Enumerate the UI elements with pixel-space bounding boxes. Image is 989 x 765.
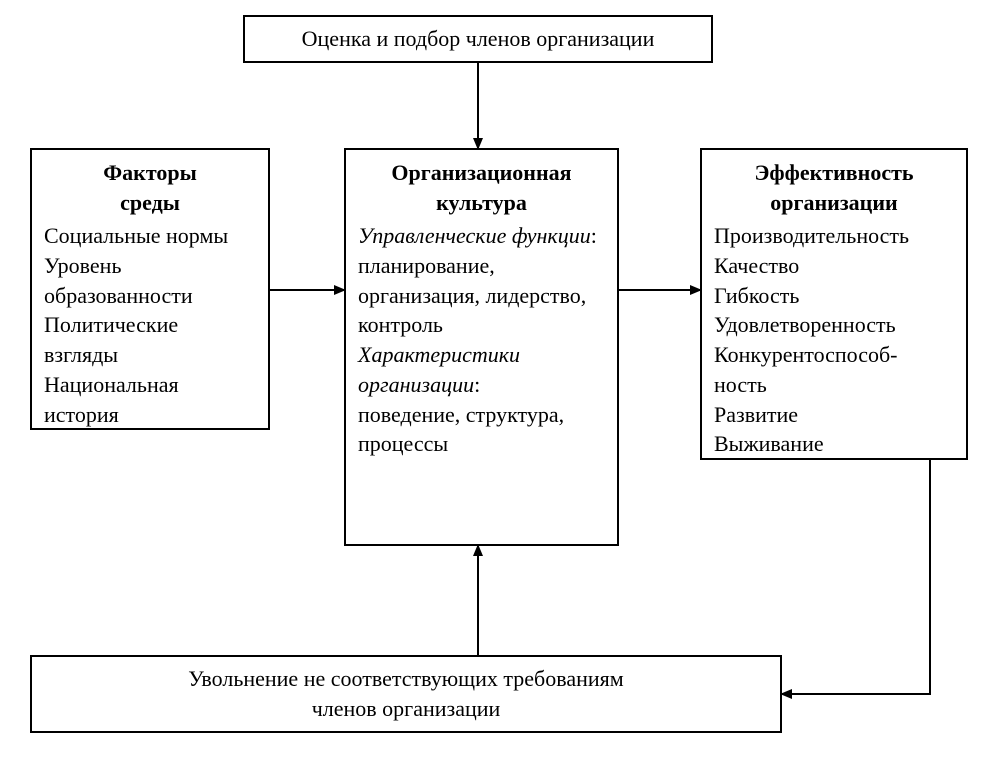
flowchart-diagram: Оценка и подбор членов организации Факто… bbox=[0, 0, 989, 765]
node-center-title: Организационная культура bbox=[358, 158, 605, 217]
node-center-body: Управленческие функции: планирование, ор… bbox=[358, 221, 605, 459]
node-bottom-line1: Увольнение не соответствующих требования… bbox=[188, 664, 623, 694]
node-right-item-7: Развитие bbox=[714, 400, 954, 430]
node-left-environment-factors: Факторы среды Социальные нормы Уровень о… bbox=[30, 148, 270, 430]
node-right-item-4: Удовлетворенность bbox=[714, 310, 954, 340]
node-right-title-line1: Эффективность bbox=[754, 160, 913, 185]
node-right-title-line2: организации bbox=[770, 190, 897, 215]
edge-right-to-bottom bbox=[782, 460, 930, 694]
node-right-item-5: Конкурентоспособ- bbox=[714, 340, 954, 370]
node-center-italic-2: Характеристики организации: bbox=[358, 340, 605, 399]
node-left-body: Социальные нормы Уровень образованности … bbox=[44, 221, 256, 429]
node-center-title-line2: культура bbox=[436, 190, 527, 215]
node-bottom-line2: членов организации bbox=[312, 694, 501, 724]
node-center-org-culture: Организационная культура Управленческие … bbox=[344, 148, 619, 546]
node-right-item-8: Выживание bbox=[714, 429, 954, 459]
node-center-body-2: поведение, структура, процессы bbox=[358, 400, 605, 459]
node-right-effectiveness: Эффективность организации Производительн… bbox=[700, 148, 968, 460]
node-left-item-4: Национальная история bbox=[44, 370, 256, 429]
node-left-item-2: Уровень образованности bbox=[44, 251, 256, 310]
node-top-assessment: Оценка и подбор членов организации bbox=[243, 15, 713, 63]
node-left-item-1: Социальные нормы bbox=[44, 221, 256, 251]
node-left-title-line1: Факторы bbox=[103, 160, 197, 185]
node-center-title-line1: Организационная bbox=[391, 160, 571, 185]
node-right-item-3: Гибкость bbox=[714, 281, 954, 311]
node-bottom-dismissal: Увольнение не соответствующих требования… bbox=[30, 655, 782, 733]
node-right-item-2: Качество bbox=[714, 251, 954, 281]
node-right-body: Производительность Качество Гибкость Удо… bbox=[714, 221, 954, 459]
node-right-title: Эффективность организации bbox=[714, 158, 954, 217]
node-center-body-1: планирование, организация, лидерство, ко… bbox=[358, 251, 605, 340]
node-left-item-3: Политические взгляды bbox=[44, 310, 256, 369]
node-top-text: Оценка и подбор членов организации bbox=[302, 24, 655, 54]
node-left-title-line2: среды bbox=[120, 190, 180, 215]
node-right-item-1: Производительность bbox=[714, 221, 954, 251]
node-right-item-6: ность bbox=[714, 370, 954, 400]
node-center-italic-1: Управленческие функции: bbox=[358, 221, 605, 251]
node-left-title: Факторы среды bbox=[44, 158, 256, 217]
